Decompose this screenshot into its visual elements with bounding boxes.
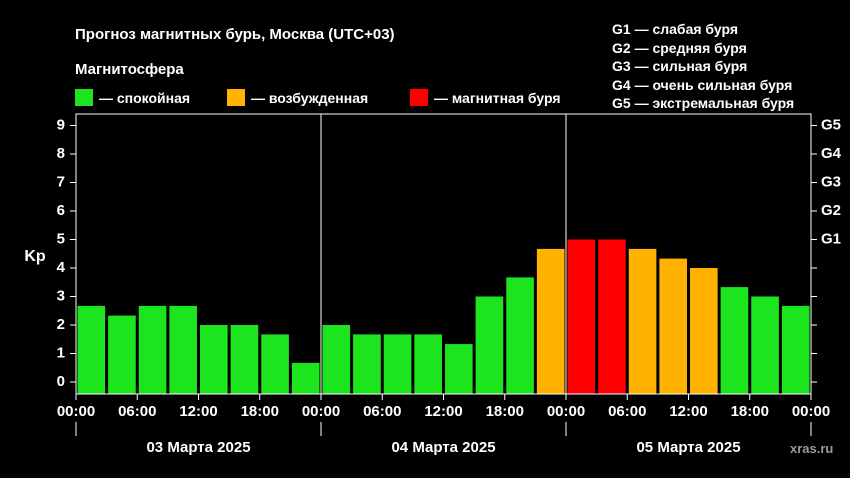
legend-calm: — спокойная <box>75 89 190 106</box>
bar <box>598 239 626 394</box>
storm-level-tick-label: G2 <box>821 202 841 219</box>
bar <box>720 287 749 394</box>
bar <box>169 305 197 394</box>
bar <box>291 362 320 394</box>
y-tick-label: 7 <box>57 173 65 190</box>
chart-title: Прогноз магнитных бурь, Москва (UTC+03) <box>75 26 395 43</box>
day-label: 03 Марта 2025 <box>146 439 250 456</box>
x-tick-label: 18:00 <box>241 403 279 420</box>
storm-level-tick-label: G3 <box>821 173 841 190</box>
x-tick-label: 00:00 <box>302 403 340 420</box>
storm-level-tick-label: G5 <box>821 116 841 133</box>
legend-calm-swatch <box>75 89 93 106</box>
bar <box>690 268 718 394</box>
bar <box>108 315 136 394</box>
bar <box>445 344 473 394</box>
y-tick-label: 3 <box>57 287 65 304</box>
legend-storm-swatch <box>410 89 428 106</box>
x-tick-label: 00:00 <box>792 403 830 420</box>
storm-level-g3: G3 — сильная буря <box>612 58 748 74</box>
bar <box>751 296 779 394</box>
bar <box>628 248 657 394</box>
storm-level-tick-label: G4 <box>821 145 842 162</box>
y-tick-label: 6 <box>57 202 65 219</box>
legend-excited-label: — возбужденная <box>251 89 369 106</box>
x-tick-label: 12:00 <box>424 403 462 420</box>
storm-level-g4: G4 — очень сильная буря <box>612 76 793 93</box>
bar <box>77 305 106 394</box>
bar <box>414 334 442 394</box>
bar <box>261 334 289 394</box>
storm-level-g5: G5 — экстремальная буря <box>612 95 795 111</box>
legend-excited-swatch <box>227 89 245 106</box>
bar <box>138 305 167 394</box>
x-tick-label: 18:00 <box>731 403 769 420</box>
x-tick-label: 06:00 <box>118 403 156 420</box>
x-tick-label: 18:00 <box>486 403 524 420</box>
storm-level-g2: G2 — средняя буря <box>612 39 747 56</box>
x-tick-label: 06:00 <box>363 403 401 420</box>
legend-storm: — магнитная буря <box>410 89 561 106</box>
bar <box>781 305 810 394</box>
x-tick-label: 00:00 <box>57 403 95 420</box>
watermark: xras.ru <box>790 441 834 456</box>
y-tick-label: 1 <box>57 344 65 361</box>
legend-storm-label: — магнитная буря <box>434 89 561 106</box>
x-tick-label: 06:00 <box>608 403 646 420</box>
bar <box>353 334 381 394</box>
legend-calm-label: — спокойная <box>99 89 191 106</box>
storm-level-g1: G1 — слабая буря <box>612 21 739 37</box>
storm-level-tick-label: G1 <box>821 230 841 247</box>
y-tick-label: 9 <box>57 116 65 133</box>
bar <box>322 325 351 394</box>
y-tick-label: 4 <box>57 259 66 276</box>
legend-excited: — возбужденная <box>227 89 368 106</box>
x-tick-label: 12:00 <box>669 403 707 420</box>
day-label: 05 Марта 2025 <box>636 439 740 456</box>
bar <box>506 277 534 394</box>
bar <box>659 258 687 394</box>
y-axis-label: Kp <box>24 248 46 265</box>
x-tick-label: 12:00 <box>179 403 217 420</box>
bar <box>475 296 504 394</box>
x-tick-label: 00:00 <box>547 403 585 420</box>
bar <box>230 325 259 394</box>
y-tick-label: 0 <box>57 373 65 390</box>
bar <box>567 239 596 394</box>
chart-subtitle: Магнитосфера <box>75 61 184 78</box>
y-tick-label: 8 <box>57 145 65 162</box>
bar <box>200 325 228 394</box>
y-tick-label: 2 <box>57 316 65 333</box>
y-tick-label: 5 <box>57 230 65 247</box>
bar <box>383 334 412 394</box>
storm-level-legend: G1 — слабая буря G2 — средняя буря G3 — … <box>612 20 794 113</box>
bar <box>536 248 565 394</box>
day-label: 04 Марта 2025 <box>391 439 495 456</box>
